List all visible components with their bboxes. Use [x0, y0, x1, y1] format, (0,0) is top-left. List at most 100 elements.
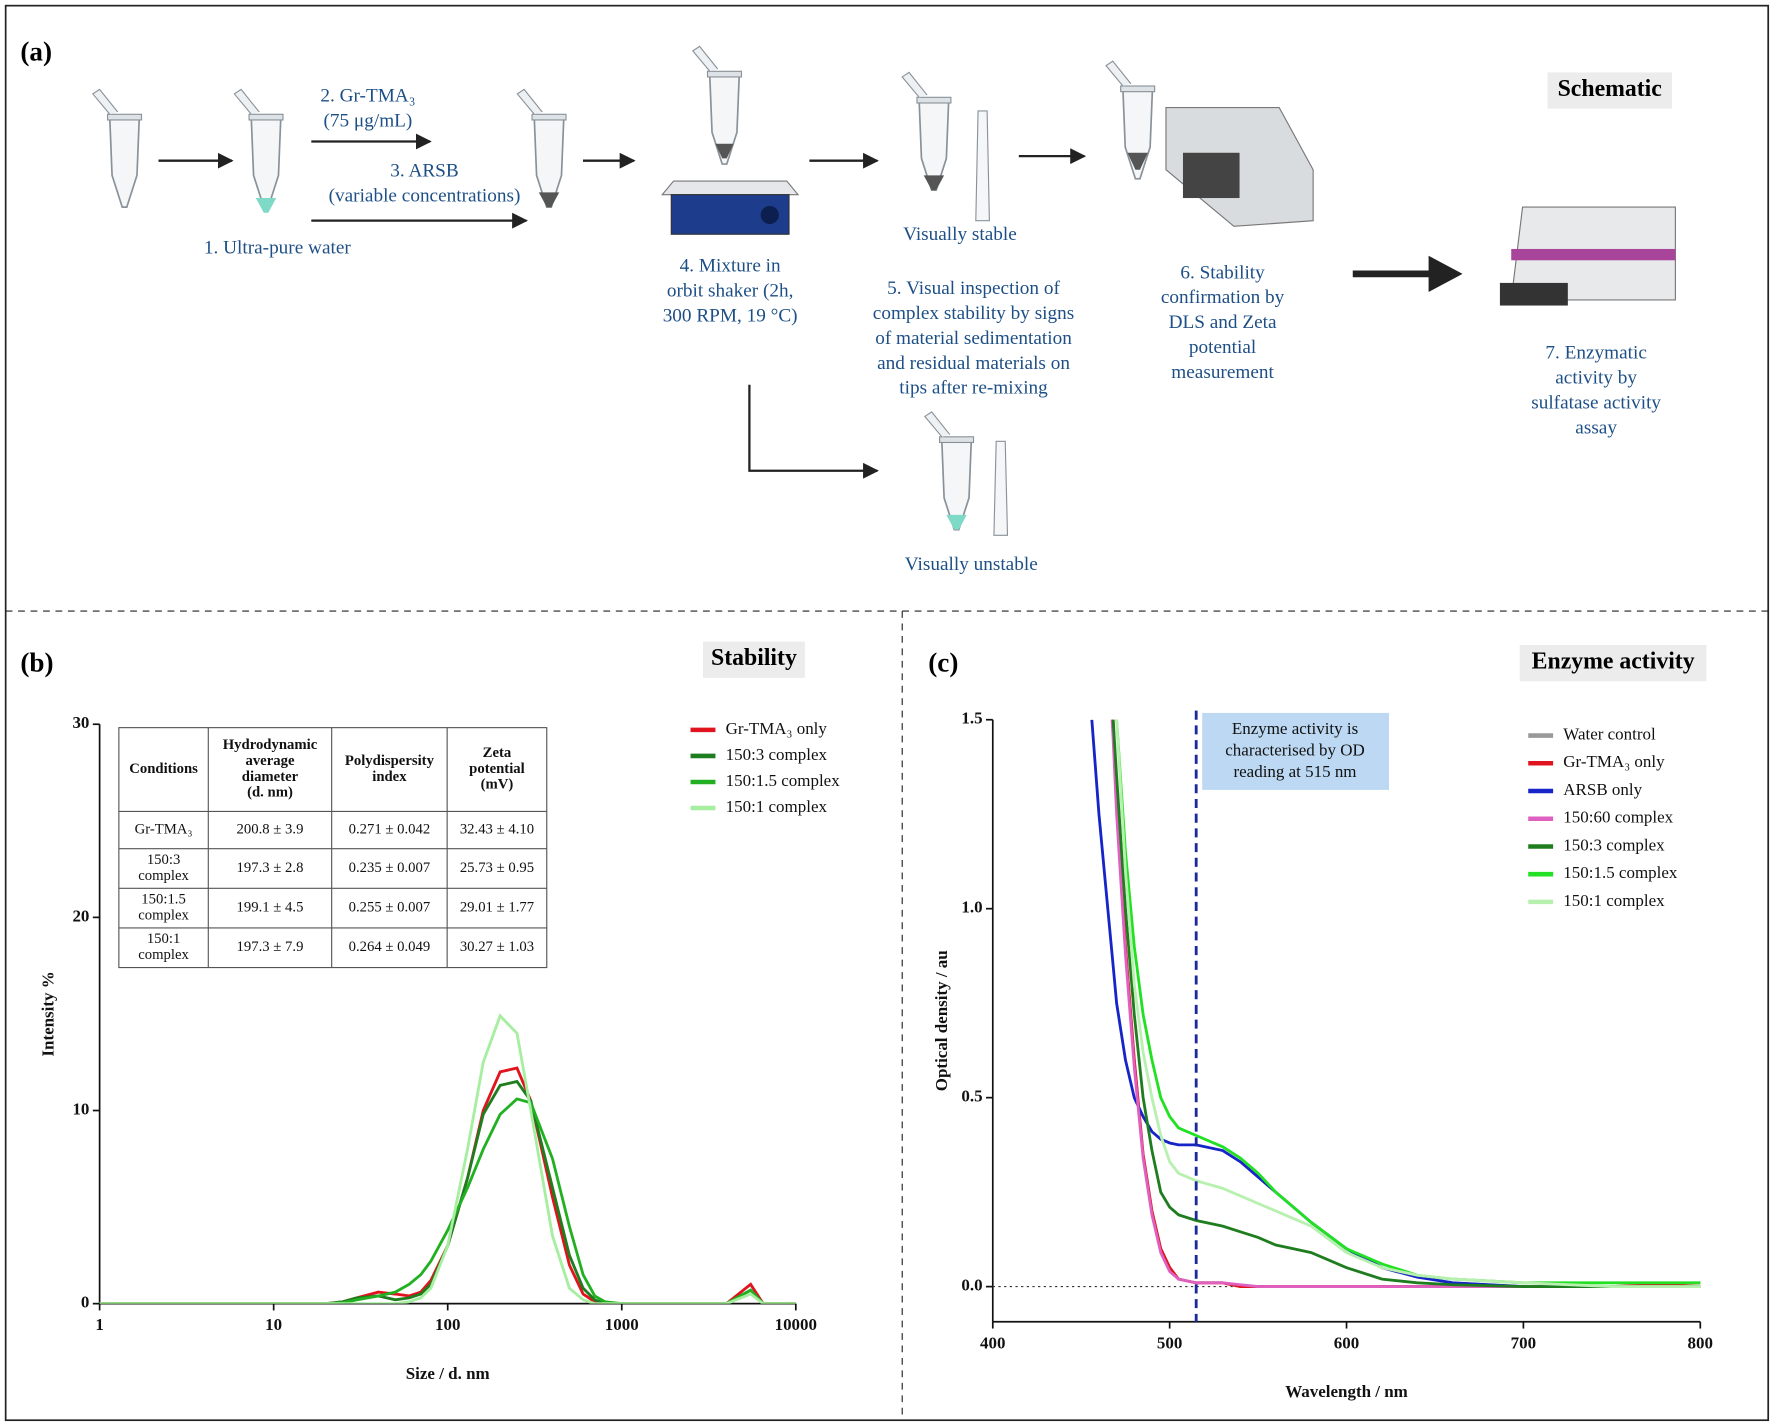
- table: Conditions Hydrodynamicaveragediameter(d.…: [118, 727, 548, 969]
- legend-label: 150:1.5 complex: [726, 771, 841, 790]
- table-cell: diameter: [242, 769, 299, 785]
- y-axis-label: Optical density / au: [932, 950, 951, 1091]
- table-cell: 0.235 ± 0.007: [349, 860, 431, 876]
- text: (c): [928, 648, 958, 678]
- label: 1. Ultra-pure water: [204, 237, 351, 258]
- legend-label: 150:3 complex: [726, 745, 828, 764]
- text: Visually stable: [903, 224, 1017, 245]
- table-cell: potential: [469, 761, 525, 777]
- series-line: [1110, 719, 1701, 1288]
- table-cell: 32.43 ± 4.10: [460, 821, 534, 837]
- y-axis-label: Intensity %: [39, 971, 58, 1056]
- table-cell: 25.73 ± 0.95: [460, 860, 534, 876]
- legend-label: ARSB only: [1563, 780, 1642, 799]
- y-tick-label: 1.5: [961, 709, 982, 728]
- table-cell: Hydrodynamic: [223, 737, 318, 753]
- x-tick-label: 100: [435, 1315, 460, 1334]
- table-cell: 197.3 ± 2.8: [237, 860, 304, 876]
- legend-label: Water control: [1563, 724, 1656, 743]
- series-line: [1111, 719, 1701, 1288]
- x-tick-label: 1: [95, 1315, 103, 1334]
- label: confirmation by: [1161, 287, 1285, 308]
- legend-label: 150:3 complex: [1563, 835, 1665, 854]
- label: 7. Enzymatic: [1545, 343, 1647, 364]
- label: (variable concentrations): [329, 185, 521, 206]
- table-cell: 29.01 ± 1.77: [460, 900, 534, 916]
- table-cell: index: [372, 769, 407, 785]
- series-line: [99, 1097, 796, 1304]
- label: 4. Mixture in: [680, 255, 781, 276]
- title-box: [1519, 645, 1707, 682]
- frame: [4, 4, 1770, 1422]
- y-tick-label: 10: [72, 1099, 89, 1118]
- text: (a): [20, 37, 52, 67]
- table-cell: 30.27 ± 1.03: [460, 939, 534, 955]
- table-cell: Polydispersity: [345, 753, 435, 769]
- x-axis-label: Size / d. nm: [406, 1364, 490, 1383]
- series-line: [99, 1013, 796, 1304]
- table-cell: complex: [138, 907, 189, 923]
- table-cell: (d. nm): [247, 785, 293, 801]
- text: Enzyme activity: [1532, 649, 1695, 675]
- x-tick-label: 400: [980, 1333, 1005, 1352]
- label: complex stability by signs: [873, 303, 1074, 324]
- table-cell: 0.255 ± 0.007: [349, 900, 431, 916]
- y-tick-label: 0.0: [961, 1276, 982, 1295]
- label: orbit shaker (2h,: [667, 280, 794, 301]
- legend-label: Gr-TMA₃ only: [1563, 752, 1665, 771]
- table-cell: average: [245, 753, 294, 769]
- annotation: Enzyme activity is: [1232, 719, 1358, 738]
- legend-label: 150:1.5 complex: [1563, 863, 1678, 882]
- text: (b): [20, 648, 53, 678]
- series-line: [99, 1079, 796, 1304]
- table-cell: 199.1 ± 4.5: [237, 900, 304, 916]
- chart: 0 10 20 30 1 10 100 1000 10000 Size / d. nm Intens…: [39, 713, 841, 1383]
- table-cell: 150:1: [147, 931, 181, 947]
- x-tick-label: 600: [1334, 1333, 1359, 1352]
- y-tick-label: 0.5: [961, 1087, 982, 1106]
- legend-label: Gr-TMA₃ only: [726, 719, 828, 738]
- x-tick-label: 10000: [775, 1315, 817, 1334]
- table-cell: complex: [138, 947, 189, 963]
- x-tick-label: 700: [1511, 1333, 1536, 1352]
- label: activity by: [1555, 368, 1637, 389]
- x-tick-label: 800: [1688, 1333, 1713, 1352]
- x-axis-label: Wavelength / nm: [1285, 1382, 1408, 1401]
- table-cell: Zeta: [483, 745, 512, 761]
- table-cell: Gr-TMA₃: [135, 821, 193, 837]
- table-cell: complex: [138, 868, 189, 884]
- text: Stability: [711, 645, 797, 671]
- x-tick-label: 1000: [605, 1315, 639, 1334]
- x-tick-label: 500: [1157, 1333, 1182, 1352]
- table-cell: 150:1.5: [141, 892, 186, 908]
- table-cell: 150:3: [147, 852, 181, 868]
- table-cell: 0.271 ± 0.042: [349, 821, 431, 837]
- annotation: reading at 515 nm: [1234, 762, 1357, 781]
- y-tick-label: 30: [72, 713, 89, 732]
- label: 300 RPM, 19 °C): [663, 305, 798, 326]
- y-tick-label: 20: [72, 906, 89, 925]
- table-cell: 197.3 ± 7.9: [237, 939, 304, 955]
- legend-label: 150:1 complex: [1563, 891, 1665, 910]
- label: measurement: [1171, 362, 1274, 383]
- label: DLS and Zeta: [1169, 312, 1277, 333]
- label: 6. Stability: [1180, 262, 1265, 283]
- label: tips after re-mixing: [899, 378, 1048, 399]
- legend-label: 150:60 complex: [1563, 808, 1673, 827]
- text: Schematic: [1558, 76, 1662, 102]
- text: Visually unstable: [905, 554, 1038, 575]
- label: assay: [1575, 417, 1617, 438]
- table-cell: Conditions: [129, 761, 198, 777]
- annotation: characterised by OD: [1225, 740, 1364, 759]
- label: (75 μg/mL): [323, 111, 412, 132]
- y-tick-label: 0: [81, 1293, 89, 1312]
- chart: 0.0 0.5 1.0 1.5 400 500 600 700 800 Wavelength / …: [932, 709, 1713, 1401]
- series-line: [1090, 719, 1701, 1288]
- title-box: [1547, 72, 1672, 109]
- label: of material sedimentation: [875, 328, 1072, 349]
- label: 5. Visual inspection of: [887, 278, 1060, 299]
- label: 3. ARSB: [390, 160, 458, 181]
- label: and residual materials on: [877, 353, 1070, 374]
- label: sulfatase activity: [1531, 392, 1661, 413]
